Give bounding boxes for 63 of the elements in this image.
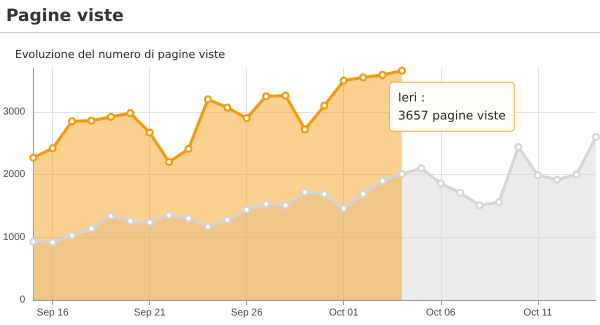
point bbox=[165, 158, 174, 166]
point bbox=[204, 95, 212, 104]
point bbox=[320, 190, 328, 198]
point bbox=[68, 231, 76, 240]
point bbox=[126, 109, 134, 118]
point bbox=[242, 114, 251, 122]
x-tick-label: Sep 21 bbox=[134, 308, 166, 318]
point bbox=[514, 143, 522, 152]
y-tick-label: 0 bbox=[20, 294, 26, 306]
point bbox=[126, 216, 134, 225]
point bbox=[456, 188, 464, 197]
point bbox=[340, 204, 348, 212]
y-tick-label: 1000 bbox=[2, 232, 26, 243]
point bbox=[476, 201, 484, 210]
point bbox=[262, 92, 270, 100]
point bbox=[300, 125, 309, 134]
point bbox=[106, 212, 115, 220]
point bbox=[378, 70, 387, 79]
point bbox=[242, 206, 251, 214]
point bbox=[87, 224, 96, 233]
point bbox=[398, 170, 406, 178]
point bbox=[204, 222, 212, 231]
point bbox=[223, 216, 232, 224]
point bbox=[398, 66, 406, 75]
point bbox=[300, 188, 309, 196]
chart-title: Pagine viste bbox=[6, 6, 124, 26]
point bbox=[378, 176, 387, 185]
x-tick-label: Oct 06 bbox=[426, 308, 456, 318]
x-tick-label: Sep 26 bbox=[230, 308, 263, 318]
point bbox=[87, 116, 96, 125]
point bbox=[572, 170, 581, 179]
x-tick-label: Sep 16 bbox=[36, 308, 69, 318]
point bbox=[68, 117, 76, 126]
point bbox=[29, 154, 38, 162]
point bbox=[320, 102, 328, 110]
point bbox=[340, 76, 348, 85]
point bbox=[184, 214, 192, 222]
point bbox=[417, 164, 426, 172]
point bbox=[29, 238, 38, 246]
y-tick-label: 2000 bbox=[2, 169, 26, 180]
annotation: Ieri : 3657 pagine viste bbox=[398, 90, 506, 123]
point bbox=[494, 198, 503, 206]
point bbox=[282, 201, 290, 210]
point bbox=[223, 104, 232, 112]
point bbox=[553, 176, 562, 184]
point bbox=[359, 73, 368, 82]
point bbox=[106, 112, 115, 121]
point bbox=[359, 190, 368, 198]
y-tick-label: 3000 bbox=[2, 106, 26, 118]
point bbox=[165, 211, 174, 220]
point bbox=[592, 132, 600, 141]
point bbox=[184, 144, 192, 153]
point bbox=[146, 128, 154, 137]
point bbox=[534, 171, 542, 180]
point bbox=[146, 218, 154, 226]
point bbox=[282, 92, 290, 100]
point bbox=[48, 238, 57, 246]
point bbox=[436, 179, 445, 188]
x-tick-label: Oct 01 bbox=[328, 308, 359, 318]
point bbox=[48, 144, 57, 152]
chart-subtitle: Evoluzione del numero di pagine viste bbox=[15, 48, 226, 61]
point bbox=[262, 200, 270, 208]
x-tick-label: Oct 11 bbox=[523, 308, 553, 318]
